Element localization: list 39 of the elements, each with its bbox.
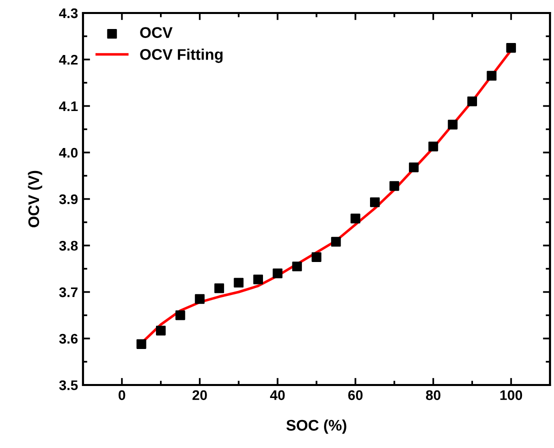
- y-axis-title: OCV (V): [28, 170, 42, 228]
- x-tick-label: 0: [118, 390, 126, 400]
- x-tick-label: 60: [348, 390, 363, 400]
- y-tick-label: 3.5: [59, 380, 78, 390]
- point: [408, 162, 419, 172]
- x-tick-label: 20: [192, 390, 207, 400]
- point: [486, 70, 496, 81]
- point: [370, 197, 380, 208]
- x-tick-label: 100: [500, 390, 522, 400]
- legend-label: OCV Fitting: [140, 48, 223, 63]
- y-tick-label: 3.6: [59, 334, 78, 344]
- point: [350, 214, 360, 224]
- point: [312, 252, 322, 262]
- y-tick-label: 3.9: [59, 194, 78, 204]
- point: [234, 278, 244, 288]
- point: [214, 283, 224, 294]
- legend-label: OCV: [140, 27, 173, 38]
- y-tick-label: 4.0: [59, 148, 78, 158]
- y-tick-label: 3.8: [59, 240, 78, 251]
- point: [389, 181, 400, 191]
- x-tick-label: 80: [426, 390, 440, 400]
- point: [331, 236, 341, 247]
- point: [467, 96, 478, 106]
- x-tick-label: 40: [270, 390, 285, 400]
- y-tick-label: 3.7: [59, 287, 78, 298]
- point: [194, 294, 205, 304]
- point: [448, 120, 458, 130]
- point: [253, 274, 263, 284]
- point: [272, 268, 282, 278]
- point: [292, 262, 302, 272]
- x-axis-title: SOC (%): [286, 419, 346, 434]
- y-tick-label: 4.3: [59, 8, 78, 18]
- y-tick-label: 4.1: [59, 101, 78, 112]
- y-tick-label: 4.2: [59, 54, 78, 65]
- point: [506, 43, 516, 53]
- point: [136, 339, 146, 349]
- point: [156, 326, 166, 336]
- point: [428, 142, 438, 152]
- point: [175, 310, 186, 320]
